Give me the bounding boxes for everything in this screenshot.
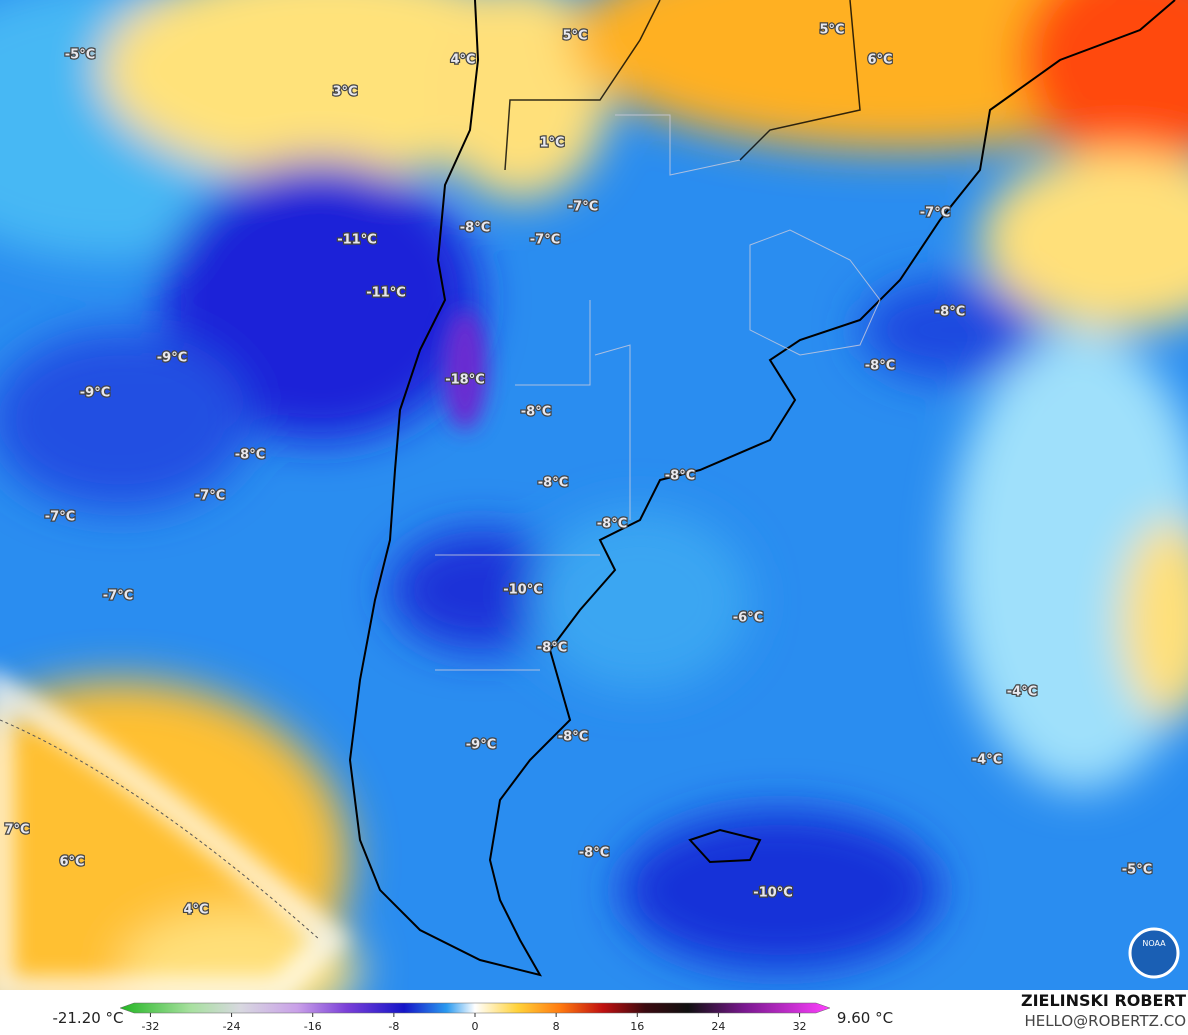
colorbar-bar [119, 1002, 831, 1014]
colorbar-min: -21.20 °C [52, 1009, 123, 1027]
colorbar-tick-label: -16 [304, 1020, 322, 1033]
temperature-label: -8°C [538, 476, 568, 491]
brand-contact: HELLO@ROBERTZ.CO [1024, 1012, 1186, 1030]
temperature-label: -5°C [1122, 863, 1152, 878]
temperature-label: -8°C [235, 448, 265, 463]
colorbar-tick-label: 24 [711, 1020, 725, 1033]
temperature-label: -9°C [157, 351, 187, 366]
colorbar-tick-label: 8 [553, 1020, 560, 1033]
temperature-label: -8°C [558, 730, 588, 745]
temperature-label: 6°C [867, 53, 892, 68]
colorbar: -32 -24 -16 -8 0 8 16 24 32 [119, 1002, 831, 1033]
temperature-label: -18°C [445, 373, 485, 388]
temperature-label: 4°C [450, 53, 475, 68]
temperature-label: -9°C [466, 738, 496, 753]
temperature-label: -8°C [665, 469, 695, 484]
temperature-label: -7°C [103, 589, 133, 604]
coastlines [348, 0, 1176, 977]
temperature-label: -7°C [920, 206, 950, 221]
temperature-label: -6°C [733, 611, 763, 626]
temperature-label: -7°C [45, 510, 75, 525]
temperature-label: 1°C [539, 136, 564, 151]
colorbar-tick-label: -24 [223, 1020, 241, 1033]
temperature-label: -5°C [65, 48, 95, 63]
colorbar-tick-label: 32 [793, 1020, 807, 1033]
temperature-label: 7°C [4, 823, 29, 838]
temperature-label: 5°C [819, 23, 844, 38]
temperature-label: 4°C [183, 903, 208, 918]
temperature-label: -8°C [597, 517, 627, 532]
temperature-label: -7°C [195, 489, 225, 504]
logo-text: NOAA [1142, 939, 1166, 948]
temperature-label: -8°C [521, 405, 551, 420]
temperature-label: -8°C [935, 305, 965, 320]
temperature-label: 5°C [562, 29, 587, 44]
temperature-label: -11°C [366, 286, 406, 301]
borders [435, 0, 881, 671]
temperature-label: -4°C [972, 753, 1002, 768]
temperature-label: 3°C [332, 85, 357, 100]
logo [1128, 927, 1180, 979]
temperature-label: -10°C [753, 886, 793, 901]
temperature-label: -4°C [1007, 685, 1037, 700]
temperature-label: -8°C [537, 641, 567, 656]
colorbar-tick-label: 0 [472, 1020, 479, 1033]
temperature-label: -8°C [460, 221, 490, 236]
colorbar-tick-label: -8 [388, 1020, 399, 1033]
colorbar-max: 9.60 °C [837, 1009, 893, 1027]
temperature-label: -7°C [568, 200, 598, 215]
temperature-label: -8°C [865, 359, 895, 374]
colorbar-tick-label: 16 [630, 1020, 644, 1033]
temperature-label: -8°C [579, 846, 609, 861]
temperature-label: 6°C [59, 855, 84, 870]
brand-name: ZIELINSKI ROBERT [1021, 991, 1186, 1010]
temperature-label: -11°C [337, 233, 377, 248]
temperature-label: -7°C [530, 233, 560, 248]
temperature-label: -9°C [80, 386, 110, 401]
temperature-label: -10°C [503, 583, 543, 598]
colorbar-tick-label: -32 [141, 1020, 159, 1033]
